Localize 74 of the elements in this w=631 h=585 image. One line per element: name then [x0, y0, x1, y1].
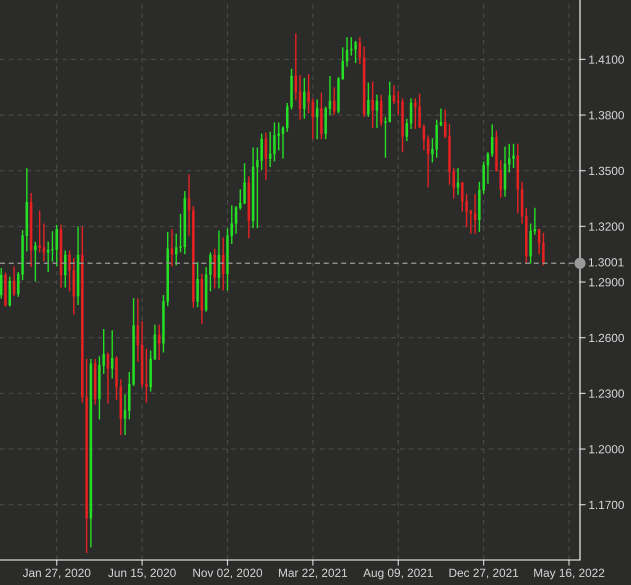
candlestick	[110, 330, 114, 380]
candlestick	[42, 222, 46, 262]
candlestick	[264, 132, 268, 181]
candlestick	[490, 124, 494, 158]
x-tick-label: May 16, 2022	[534, 568, 604, 580]
candlestick	[256, 146, 259, 229]
candlestick	[307, 74, 310, 114]
candlestick	[406, 118, 408, 142]
candlestick	[218, 230, 220, 290]
x-tick-label: Jan 27, 2020	[22, 568, 90, 578]
candlestick	[213, 248, 216, 290]
x-tick-label: Nov 02, 2020	[193, 568, 262, 578]
candlestick	[392, 84, 396, 105]
candlestick	[145, 348, 148, 404]
candlestick	[12, 266, 16, 297]
candlestick	[461, 181, 464, 212]
candlestick	[51, 230, 54, 262]
candlestick	[38, 210, 41, 254]
candlestick	[376, 94, 378, 129]
candlestick	[158, 324, 160, 361]
candlestick	[0, 267, 2, 300]
y-tick-label: 1.2900	[589, 278, 624, 286]
candlestick	[474, 193, 476, 234]
candlestick	[175, 233, 178, 266]
candlestick	[68, 250, 71, 292]
candlestick	[332, 86, 336, 116]
candlestick	[170, 228, 174, 267]
x-tick-label: Mar 22, 2021	[279, 568, 348, 578]
candlestick	[465, 193, 468, 228]
candlestick	[136, 298, 140, 363]
candlestick	[414, 98, 417, 130]
candlestick	[196, 261, 199, 308]
candlestick	[542, 232, 545, 266]
y-tick-label: 1.2300	[589, 389, 624, 398]
ref-line-label: 1.3001	[588, 258, 624, 266]
candlestick	[106, 352, 110, 404]
x-tick-label: Jun 15, 2020	[108, 568, 176, 578]
candlestick	[222, 236, 224, 292]
y-tick-label: 1.3500	[589, 166, 624, 176]
y-tick-label: 1.3200	[589, 222, 624, 231]
candlestick	[410, 98, 412, 130]
candlestick	[499, 160, 502, 198]
candlestick	[243, 162, 246, 205]
candlestick	[426, 134, 430, 188]
candlestick	[371, 80, 374, 129]
candlestick	[102, 328, 105, 375]
y-tick-label: 1.4100	[589, 55, 624, 64]
candlestick	[456, 167, 460, 196]
candlestick	[512, 143, 515, 169]
candlestick	[384, 116, 387, 158]
candlestick	[354, 40, 357, 64]
candlestick	[298, 74, 302, 120]
candlestick	[55, 224, 58, 267]
candlestick	[234, 205, 238, 234]
candlestick	[367, 82, 370, 118]
y-tick-label: 1.2600	[589, 334, 624, 342]
candlestick	[8, 276, 12, 308]
candlestick	[17, 271, 20, 298]
x-tick-label: Dec 27, 2021	[449, 568, 518, 578]
candlestick	[316, 98, 318, 140]
candlestick	[260, 132, 263, 170]
candlestick	[34, 241, 37, 282]
candlestick	[358, 36, 362, 65]
y-tick-label: 1.2000	[589, 445, 624, 454]
y-tick-label: 1.3800	[589, 111, 624, 120]
x-tick-label: Aug 09, 2021	[363, 568, 433, 580]
y-tick-label: 1.1700	[589, 500, 624, 510]
candlestick	[380, 94, 382, 127]
candlestick	[273, 122, 276, 162]
candlestick	[294, 32, 298, 101]
candlestick	[64, 250, 67, 288]
candlestick	[431, 138, 434, 164]
candlestick	[268, 131, 272, 168]
candlestick	[303, 77, 306, 120]
